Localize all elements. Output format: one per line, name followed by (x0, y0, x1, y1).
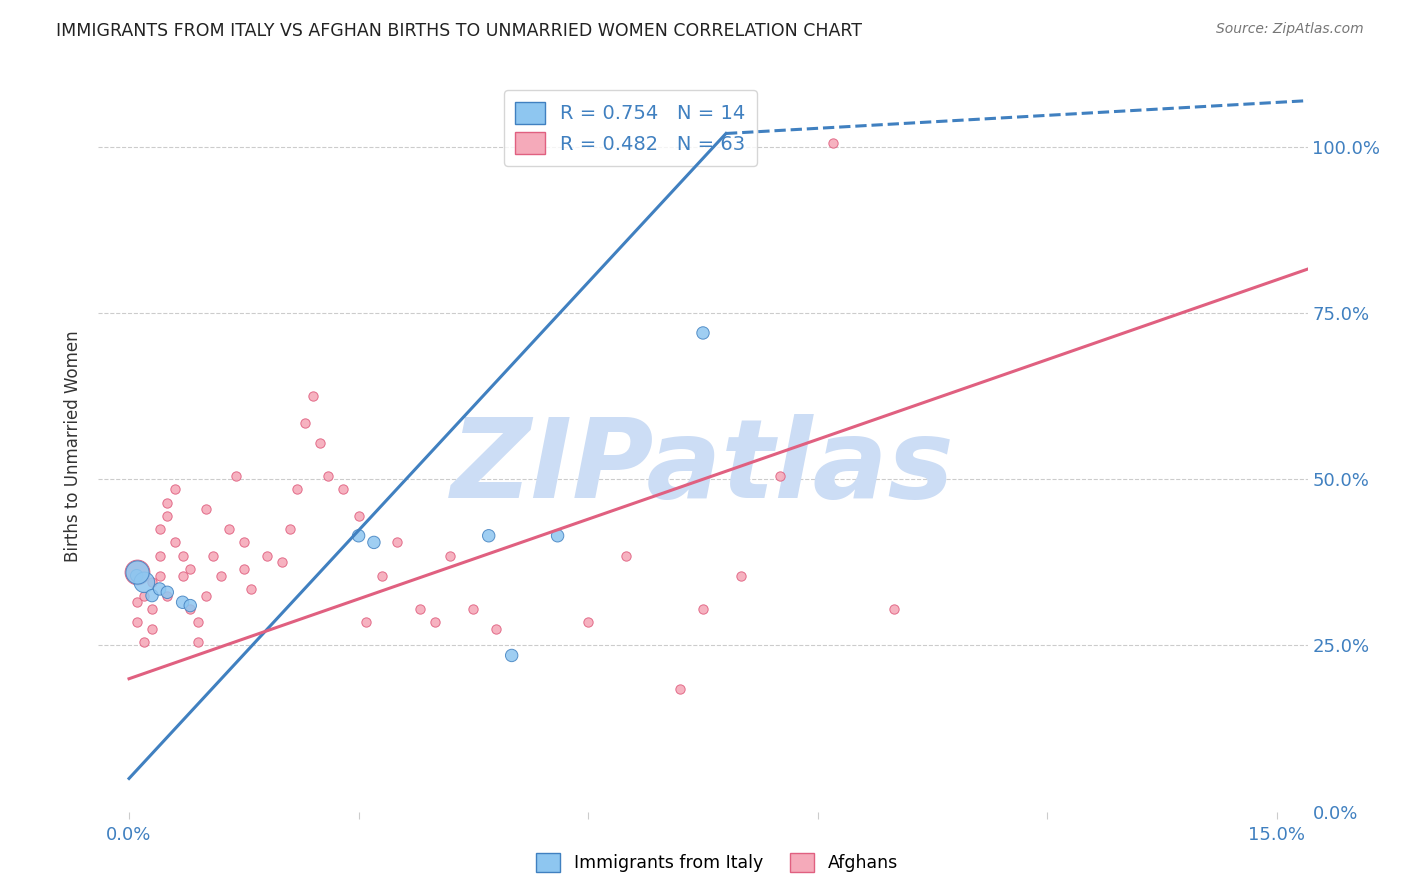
Point (692, 326, 714, 340)
Point (218, 522, 240, 536)
Point (301, 389, 323, 403)
Point (187, 615, 209, 630)
Point (125, 595, 148, 609)
Point (547, 529, 569, 543)
Point (768, 469, 790, 483)
Point (363, 535, 385, 549)
Point (823, 136, 845, 151)
Text: IMMIGRANTS FROM ITALY VS AFGHAN BIRTHS TO UNMARRIED WOMEN CORRELATION CHART: IMMIGRANTS FROM ITALY VS AFGHAN BIRTHS T… (56, 22, 862, 40)
Point (134, 575, 156, 590)
Point (478, 529, 501, 543)
Point (141, 575, 163, 590)
Point (209, 568, 232, 582)
Point (179, 562, 201, 576)
Point (156, 589, 179, 603)
Point (692, 602, 714, 616)
Point (141, 589, 163, 603)
Point (294, 416, 316, 430)
Point (149, 522, 172, 536)
Point (576, 615, 599, 630)
Point (730, 568, 752, 582)
Point (271, 555, 294, 569)
Point (125, 566, 148, 580)
Point (616, 549, 638, 563)
Point (332, 482, 354, 496)
Point (149, 582, 172, 596)
Point (125, 615, 148, 630)
Point (163, 535, 186, 549)
Point (316, 469, 339, 483)
Point (179, 602, 201, 616)
Point (125, 566, 148, 580)
Point (194, 502, 217, 516)
Point (232, 562, 254, 576)
Point (134, 635, 156, 649)
Point (225, 469, 247, 483)
Point (347, 508, 370, 523)
Point (501, 648, 523, 663)
Point (385, 535, 408, 549)
Point (172, 568, 194, 582)
Point (356, 615, 378, 630)
Y-axis label: Births to Unmarried Women: Births to Unmarried Women (65, 330, 83, 562)
Point (463, 602, 485, 616)
Point (141, 622, 163, 636)
Point (409, 602, 432, 616)
Point (309, 435, 332, 450)
Point (172, 549, 194, 563)
Point (156, 508, 179, 523)
Point (485, 622, 508, 636)
Point (172, 595, 194, 609)
Point (232, 535, 254, 549)
Point (278, 522, 301, 536)
Point (134, 589, 156, 603)
Point (156, 585, 179, 599)
Point (423, 615, 446, 630)
Text: ZIPatlas: ZIPatlas (451, 415, 955, 522)
Point (202, 549, 225, 563)
Point (179, 599, 201, 613)
Point (149, 549, 172, 563)
Point (187, 635, 209, 649)
Point (370, 568, 392, 582)
Point (163, 482, 186, 496)
Point (883, 602, 905, 616)
Point (240, 582, 263, 596)
Point (256, 549, 278, 563)
Legend: Immigrants from Italy, Afghans: Immigrants from Italy, Afghans (529, 846, 905, 879)
Point (149, 568, 172, 582)
Legend: R = 0.754   N = 14, R = 0.482   N = 63: R = 0.754 N = 14, R = 0.482 N = 63 (503, 90, 756, 166)
Text: Source: ZipAtlas.com: Source: ZipAtlas.com (1216, 22, 1364, 37)
Point (347, 529, 370, 543)
Point (669, 681, 692, 696)
Point (287, 482, 309, 496)
Point (125, 568, 148, 582)
Point (194, 589, 217, 603)
Point (439, 549, 461, 563)
Point (141, 602, 163, 616)
Point (156, 495, 179, 509)
